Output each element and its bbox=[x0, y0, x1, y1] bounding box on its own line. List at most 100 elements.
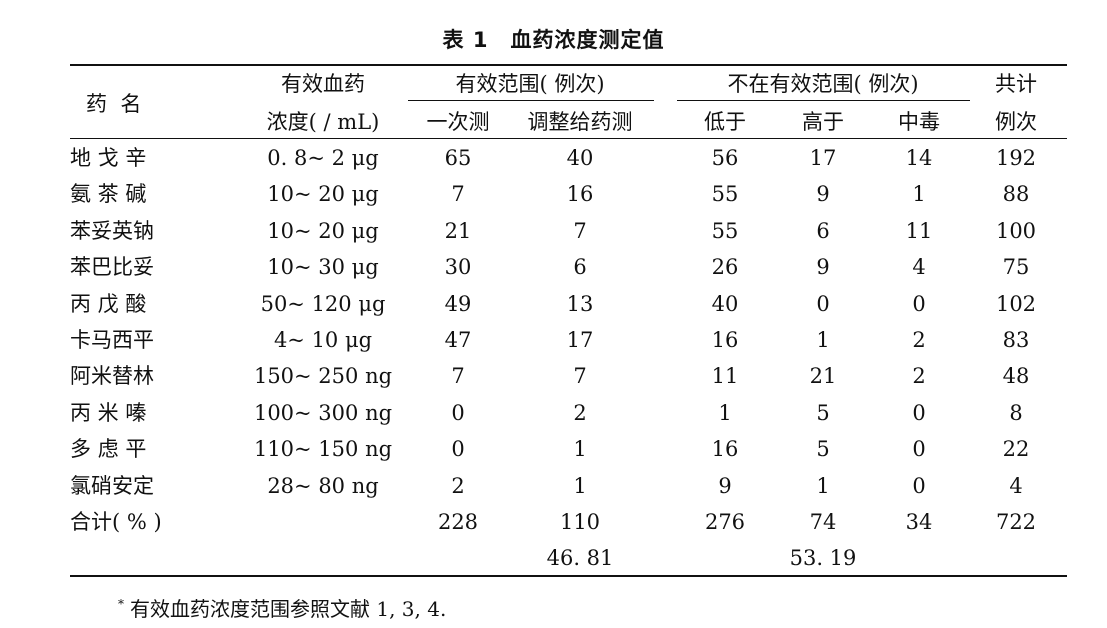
header-effective-adjusted: 调整给药测 bbox=[527, 110, 633, 134]
toxic: 4 bbox=[912, 255, 926, 279]
concentration-range: 50~ 120 μg bbox=[260, 292, 386, 316]
drug-name: 苯巴比妥 bbox=[70, 255, 154, 279]
effective-adjusted: 1 bbox=[573, 437, 587, 461]
drug-name: 氨 茶 碱 bbox=[70, 182, 147, 206]
effective-adjusted: 16 bbox=[566, 182, 594, 206]
totals-toxic: 34 bbox=[905, 510, 933, 534]
header-concentration-line2: 浓度( / mL) bbox=[266, 110, 380, 134]
effective-once: 0 bbox=[451, 401, 465, 425]
header-effective-once: 一次测 bbox=[426, 110, 490, 134]
header-noneffective-above: 高于 bbox=[802, 110, 844, 134]
header-noneffective-below: 低于 bbox=[704, 110, 746, 134]
header-total-line2: 例次 bbox=[995, 110, 1037, 134]
drug-name: 苯妥英钠 bbox=[70, 219, 154, 243]
total: 83 bbox=[1002, 328, 1030, 352]
toxic: 0 bbox=[912, 437, 926, 461]
header-noneffective-group: 不在有效范围( 例次) bbox=[727, 72, 919, 96]
footnote-mark: * bbox=[118, 597, 124, 611]
toxic: 0 bbox=[912, 401, 926, 425]
above-range: 5 bbox=[816, 437, 830, 461]
effective-once: 21 bbox=[444, 219, 472, 243]
above-range: 21 bbox=[809, 364, 837, 388]
effective-adjusted: 2 bbox=[573, 401, 587, 425]
effective-once: 47 bbox=[444, 328, 472, 352]
below-range: 56 bbox=[711, 146, 739, 170]
effective-adjusted: 7 bbox=[573, 219, 587, 243]
toxic: 1 bbox=[912, 182, 926, 206]
footnote: * 有效血药浓度范围参照文献 1, 3, 4. bbox=[118, 593, 446, 622]
total: 75 bbox=[1002, 255, 1030, 279]
drug-name: 氯硝安定 bbox=[70, 474, 154, 498]
effective-group-rule bbox=[408, 100, 654, 101]
toxic: 14 bbox=[905, 146, 933, 170]
totals-above: 74 bbox=[809, 510, 837, 534]
drug-name: 多 虑 平 bbox=[70, 437, 147, 461]
header-concentration-line1: 有效血药 bbox=[281, 72, 365, 96]
totals-label: 合计( % ) bbox=[70, 510, 162, 534]
header-effective-group: 有效范围( 例次) bbox=[455, 72, 605, 96]
table-caption: 表 1 血药浓度测定值 bbox=[442, 28, 665, 52]
concentration-range: 100~ 300 ng bbox=[253, 401, 393, 425]
above-range: 17 bbox=[809, 146, 837, 170]
effective-adjusted: 6 bbox=[573, 255, 587, 279]
toxic: 2 bbox=[912, 364, 926, 388]
totals-once: 228 bbox=[437, 510, 479, 534]
below-range: 11 bbox=[711, 364, 739, 388]
drug-name: 地 戈 辛 bbox=[70, 146, 147, 170]
below-range: 16 bbox=[711, 328, 739, 352]
concentration-range: 10~ 20 μg bbox=[267, 182, 379, 206]
above-range: 1 bbox=[816, 328, 830, 352]
toxic: 0 bbox=[912, 292, 926, 316]
concentration-range: 10~ 20 μg bbox=[267, 219, 379, 243]
below-range: 55 bbox=[711, 219, 739, 243]
top-rule bbox=[70, 64, 1067, 66]
concentration-range: 150~ 250 ng bbox=[253, 364, 393, 388]
below-range: 40 bbox=[711, 292, 739, 316]
total: 22 bbox=[1002, 437, 1030, 461]
toxic: 11 bbox=[905, 219, 933, 243]
header-noneffective-toxic: 中毒 bbox=[898, 110, 940, 134]
effective-adjusted: 17 bbox=[566, 328, 594, 352]
above-range: 9 bbox=[816, 182, 830, 206]
effective-once: 7 bbox=[451, 182, 465, 206]
total: 192 bbox=[995, 146, 1037, 170]
concentration-range: 110~ 150 ng bbox=[253, 437, 393, 461]
total: 100 bbox=[995, 219, 1037, 243]
concentration-range: 0. 8~ 2 μg bbox=[267, 146, 379, 170]
above-range: 5 bbox=[816, 401, 830, 425]
total: 102 bbox=[995, 292, 1037, 316]
effective-adjusted: 40 bbox=[566, 146, 594, 170]
footnote-text: 有效血药浓度范围参照文献 1, 3, 4. bbox=[130, 597, 447, 621]
header-drug-name: 药 名 bbox=[86, 92, 142, 116]
below-range: 9 bbox=[718, 474, 732, 498]
below-range: 1 bbox=[718, 401, 732, 425]
total: 4 bbox=[1009, 474, 1023, 498]
concentration-range: 28~ 80 ng bbox=[267, 474, 379, 498]
above-range: 6 bbox=[816, 219, 830, 243]
effective-once: 7 bbox=[451, 364, 465, 388]
effective-adjusted: 7 bbox=[573, 364, 587, 388]
effective-once: 0 bbox=[451, 437, 465, 461]
drug-name: 丙 戊 酸 bbox=[70, 292, 147, 316]
drug-name: 卡马西平 bbox=[70, 328, 154, 352]
effective-once: 2 bbox=[451, 474, 465, 498]
total: 8 bbox=[1009, 401, 1023, 425]
effective-once: 49 bbox=[444, 292, 472, 316]
above-range: 9 bbox=[816, 255, 830, 279]
drug-name: 阿米替林 bbox=[70, 364, 154, 388]
total: 88 bbox=[1002, 182, 1030, 206]
below-range: 26 bbox=[711, 255, 739, 279]
totals-adjusted: 110 bbox=[559, 510, 601, 534]
below-range: 16 bbox=[711, 437, 739, 461]
effective-once: 30 bbox=[444, 255, 472, 279]
effective-once: 65 bbox=[444, 146, 472, 170]
above-range: 1 bbox=[816, 474, 830, 498]
bottom-rule bbox=[70, 575, 1067, 577]
totals-below: 276 bbox=[704, 510, 746, 534]
header-bottom-rule bbox=[70, 138, 1067, 139]
toxic: 0 bbox=[912, 474, 926, 498]
concentration-range: 10~ 30 μg bbox=[267, 255, 379, 279]
above-range: 0 bbox=[816, 292, 830, 316]
concentration-range: 4~ 10 μg bbox=[273, 328, 373, 352]
effective-adjusted: 13 bbox=[566, 292, 594, 316]
